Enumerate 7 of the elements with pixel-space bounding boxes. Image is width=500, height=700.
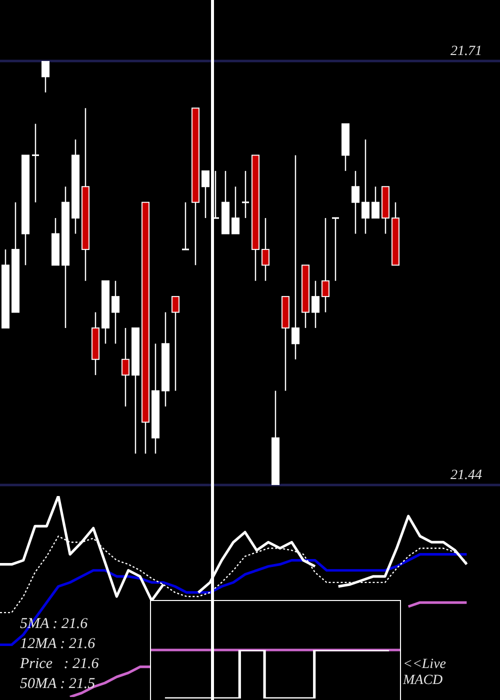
annotation: Price : 21.6 (20, 655, 99, 674)
annotation: 12MA : 21.6 (20, 635, 96, 654)
annotation: 50MA : 21.5 (20, 675, 96, 694)
annotation: MACD (403, 673, 444, 689)
y-tick-label: 21.71 (450, 44, 482, 59)
annotation: <<Live (403, 657, 446, 673)
y-tick-label: 21.44 (450, 468, 482, 483)
